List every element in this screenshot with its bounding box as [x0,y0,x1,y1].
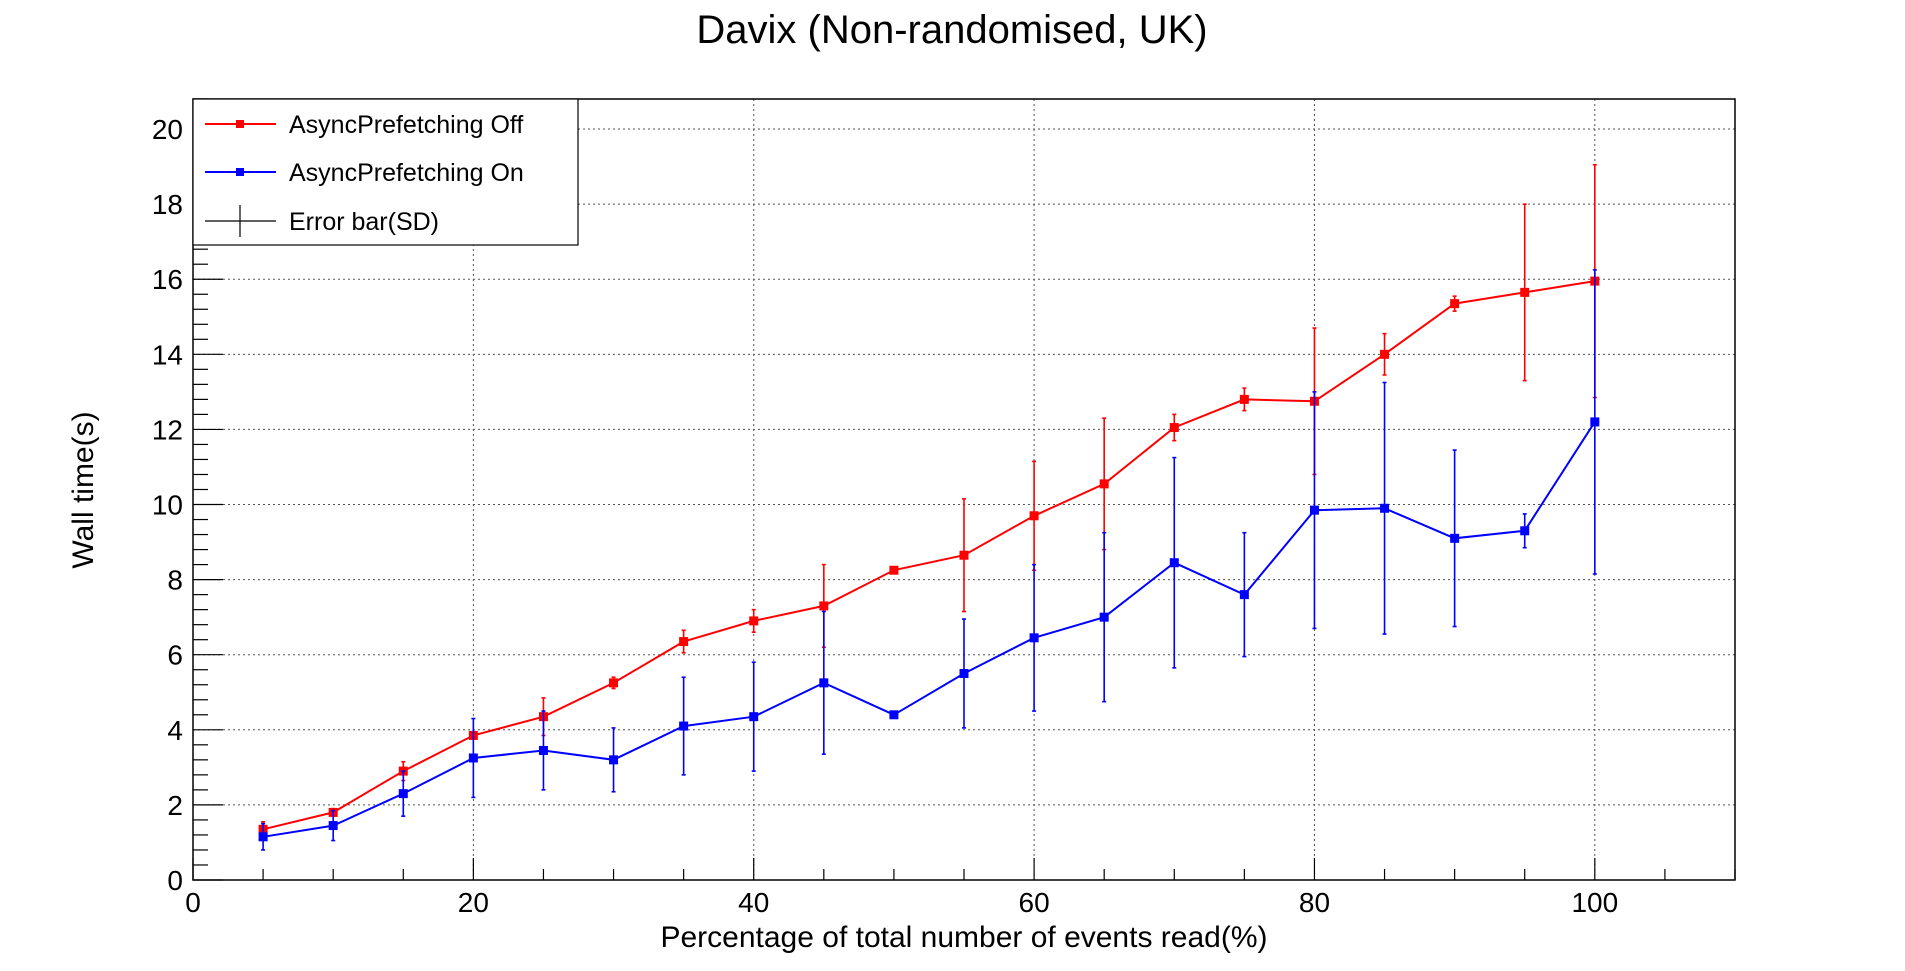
async-on-marker [1309,505,1319,515]
async-on-marker [1590,417,1600,427]
async-off-marker [959,550,969,560]
x-tick-label: 80 [1299,887,1330,918]
async-on-marker [328,821,338,831]
async-off-marker [1169,423,1179,433]
async-off-marker [749,616,759,626]
async-off-line [262,280,1595,831]
async-on-marker [468,753,478,763]
async-off-marker [819,601,829,611]
async-on-marker [1099,612,1109,622]
async-on-marker [1380,503,1390,513]
async-on-marker [1029,633,1039,643]
async-on-marker [819,678,829,688]
y-tick-label: 16 [152,264,183,295]
y-tick-label: 12 [152,414,183,445]
async-off-marker [1239,394,1249,404]
async-on-marker [1450,533,1460,543]
x-tick-label: 0 [185,887,201,918]
x-tick-label: 60 [1019,887,1050,918]
y-tick-label: 14 [152,339,183,370]
legend-off-marker [236,120,244,128]
x-tick-label: 100 [1571,887,1618,918]
x-tick-label: 40 [738,887,769,918]
async-off-marker [1520,287,1530,297]
x-axis-label: Percentage of total number of events rea… [660,921,1267,954]
chart-title: Davix (Non-randomised, UK) [696,8,1207,52]
async-on-marker [679,721,689,731]
y-tick-label: 2 [167,790,183,821]
async-on-marker [959,668,969,678]
legend-on-label: AsyncPrefetching On [289,159,524,187]
legend: AsyncPrefetching Off AsyncPrefetching On… [192,98,579,246]
async-off-marker [1029,511,1039,521]
legend-error-label: Error bar(SD) [289,208,439,236]
y-tick-label: 6 [167,640,183,671]
async-off-marker [609,678,619,688]
y-tick-label: 10 [152,490,183,521]
series-layer [258,163,1600,851]
legend-off-label: AsyncPrefetching Off [289,111,523,139]
async-on-line [262,421,1596,838]
async-on-marker [398,789,408,799]
async-off-marker [679,637,689,647]
async-on-marker [749,712,759,722]
legend-on-marker [236,168,244,176]
async-off-marker [1099,479,1109,489]
async-on-marker [258,832,268,842]
async-on-marker [538,745,548,755]
y-tick-label: 20 [152,114,183,145]
async-on-marker [889,710,899,720]
async-on-marker [1239,590,1249,600]
async-on-marker [1520,526,1530,536]
y-tick-label: 8 [167,565,183,596]
async-off-marker [1380,349,1390,359]
x-tick-label: 20 [458,887,489,918]
axes: 0 20 40 60 80 100 0 2 4 6 8 10 12 14 16 18 20 [152,98,1736,918]
async-off-marker [889,565,899,575]
async-off-marker [1450,299,1460,309]
y-axis-label: Wall time(s) [67,411,100,568]
y-tick-label: 4 [167,715,183,746]
async-on-marker [1169,558,1179,568]
y-tick-label: 0 [167,865,183,896]
y-tick-label: 18 [152,189,183,220]
grid [193,99,1735,880]
async-on-marker [609,755,619,765]
